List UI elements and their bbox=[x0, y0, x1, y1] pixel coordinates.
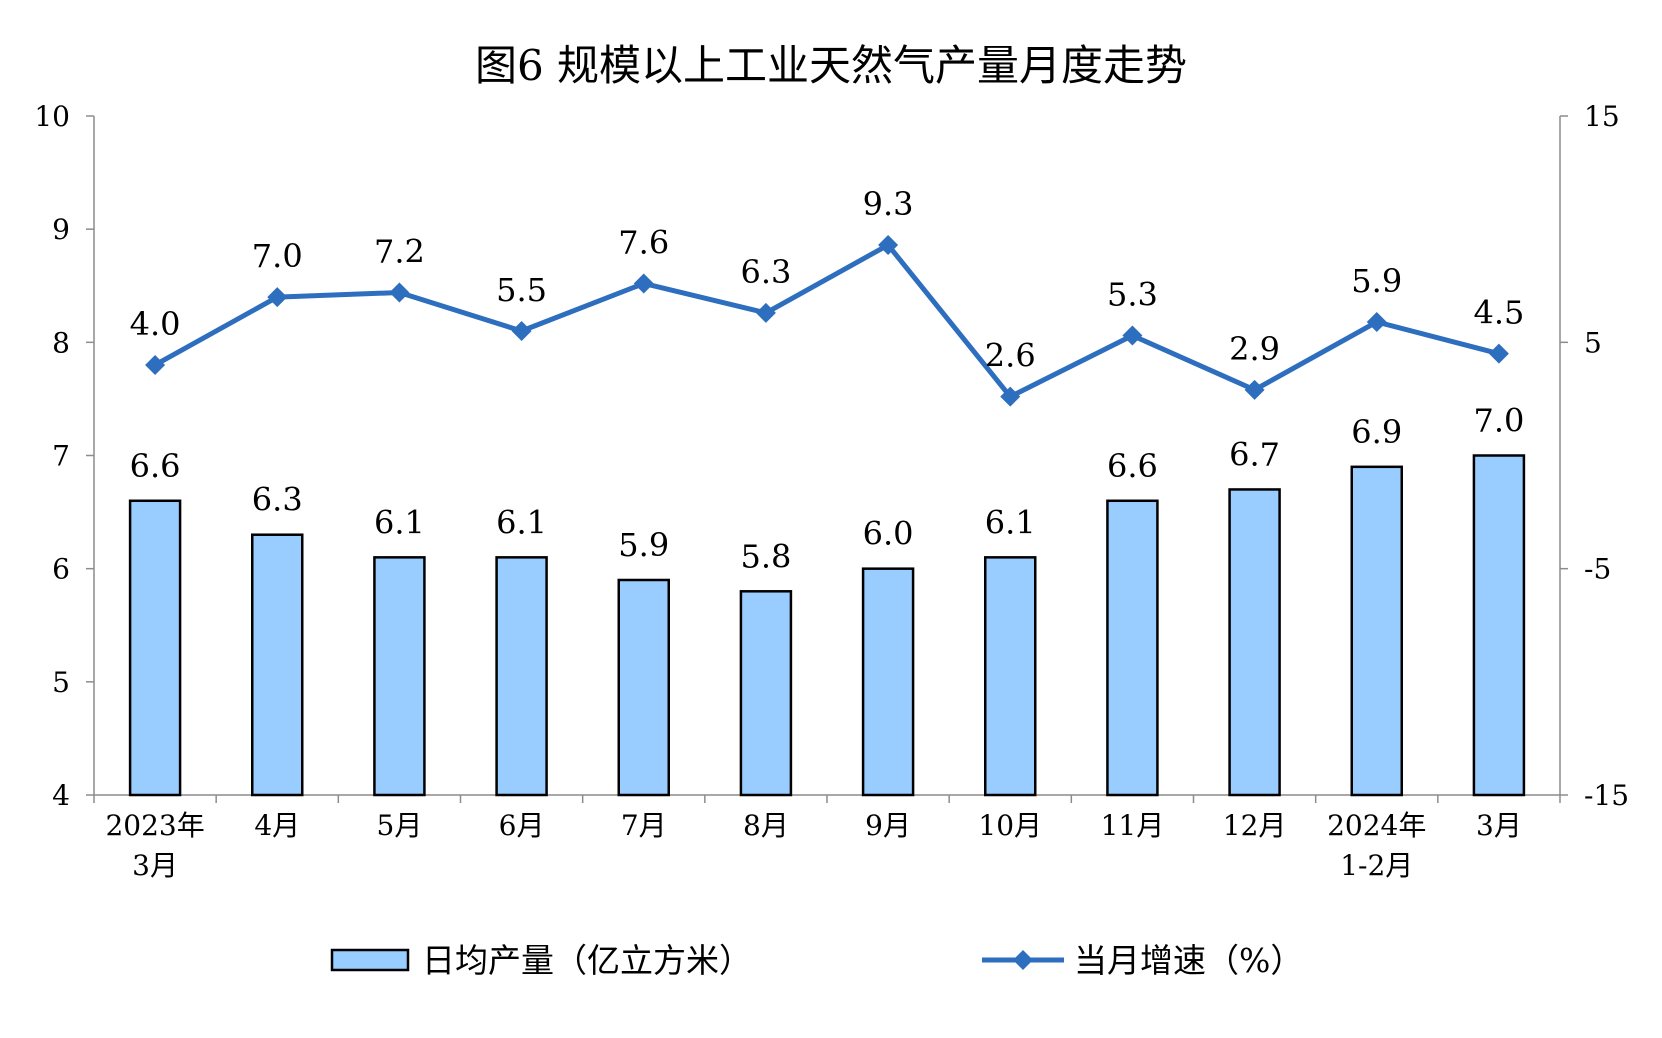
bar bbox=[128, 499, 182, 797]
line-value-label: 4.0 bbox=[130, 305, 181, 343]
line-value-label: 2.6 bbox=[985, 337, 1036, 375]
bar-value-label: 6.1 bbox=[374, 503, 425, 541]
growth-point bbox=[1366, 311, 1387, 332]
left-tick-label: 9 bbox=[52, 213, 70, 246]
growth-point bbox=[389, 282, 410, 303]
growth-point bbox=[1122, 325, 1143, 346]
x-tick-label: 7月 bbox=[621, 809, 667, 842]
x-tick-label: 10月 bbox=[978, 809, 1042, 842]
right-tick-label: 15 bbox=[1584, 100, 1620, 133]
bar bbox=[1350, 465, 1403, 797]
growth-line bbox=[153, 242, 1500, 400]
bars bbox=[128, 454, 1526, 797]
x-tick-label-line: 3月 bbox=[1476, 809, 1522, 842]
bar-value-label: 7.0 bbox=[1473, 402, 1524, 440]
left-tick-label: 7 bbox=[52, 440, 70, 473]
x-tick-label-line: 2023年 bbox=[105, 809, 204, 842]
x-tick-label-line: 4月 bbox=[254, 809, 300, 842]
x-tick-label-line: 6月 bbox=[499, 809, 545, 842]
bar-value-label: 6.7 bbox=[1229, 435, 1280, 473]
x-tick-label: 6月 bbox=[499, 809, 545, 842]
x-tick-label-line: 1-2月 bbox=[1340, 849, 1413, 882]
legend-bar-label: 日均产量（亿立方米） bbox=[422, 941, 752, 980]
line-series bbox=[145, 235, 1509, 407]
legend: 日均产量（亿立方米） 当月增速（%） bbox=[330, 941, 1303, 980]
bar bbox=[1228, 488, 1281, 797]
left-tick-label: 4 bbox=[52, 779, 70, 812]
x-tick-label: 4月 bbox=[254, 809, 300, 842]
bar bbox=[495, 556, 548, 797]
growth-point bbox=[878, 235, 899, 256]
x-tick-label: 8月 bbox=[743, 809, 789, 842]
left-tick-label: 5 bbox=[52, 666, 70, 699]
x-tick-label: 5月 bbox=[377, 809, 423, 842]
line-value-label: 2.9 bbox=[1229, 330, 1280, 368]
x-tick-label: 3月 bbox=[1476, 809, 1522, 842]
right-tick-label: 5 bbox=[1584, 326, 1602, 359]
growth-point bbox=[1488, 343, 1509, 364]
bar bbox=[617, 578, 670, 797]
growth-point bbox=[145, 354, 166, 375]
x-tick-label: 2024年 1-2月 bbox=[1327, 809, 1426, 882]
left-tick-label: 6 bbox=[52, 553, 70, 586]
left-tick-label: 10 bbox=[34, 100, 70, 133]
bar-value-label: 6.0 bbox=[863, 515, 914, 553]
x-tick-label: 2023年 3月 bbox=[105, 809, 204, 882]
bar bbox=[1106, 499, 1159, 797]
bar-value-label: 6.3 bbox=[252, 481, 303, 519]
bar bbox=[984, 556, 1037, 797]
bar bbox=[373, 556, 426, 797]
line-value-label: 7.0 bbox=[252, 237, 303, 275]
chart-title: 图6 规模以上工业天然气产量月度走势 bbox=[475, 41, 1187, 90]
x-tick-label-line: 10月 bbox=[978, 809, 1042, 842]
left-tick-label: 8 bbox=[52, 326, 70, 359]
data-labels: 6.6 6.3 6.1 6.1 5.9 5.8 6.0 6.1 6.6 6.7 6.9 7.0 4.0 7… bbox=[130, 185, 1525, 575]
legend-line-marker bbox=[1013, 950, 1033, 970]
x-tick-label: 11月 bbox=[1101, 809, 1165, 842]
x-tick-label-line: 7月 bbox=[621, 809, 667, 842]
line-value-label: 4.5 bbox=[1473, 294, 1524, 332]
bar-value-label: 6.1 bbox=[985, 503, 1036, 541]
bar-value-label: 5.9 bbox=[618, 526, 669, 564]
bar-value-label: 6.9 bbox=[1351, 413, 1402, 451]
legend-line-label: 当月增速（%） bbox=[1074, 941, 1303, 980]
x-tick-label-line: 2024年 bbox=[1327, 809, 1426, 842]
x-tick-label-line: 5月 bbox=[377, 809, 423, 842]
x-tick-label-line: 11月 bbox=[1101, 809, 1165, 842]
line-value-label: 7.6 bbox=[618, 223, 669, 261]
right-tick-label: -5 bbox=[1584, 553, 1611, 586]
growth-point bbox=[511, 321, 532, 342]
bar bbox=[1472, 454, 1526, 797]
line-value-label: 9.3 bbox=[863, 185, 914, 223]
line-value-label: 7.2 bbox=[374, 233, 425, 271]
right-tick-label: -15 bbox=[1584, 779, 1629, 812]
growth-point bbox=[1000, 386, 1021, 407]
bar-value-label: 6.1 bbox=[496, 503, 547, 541]
x-tick-label: 9月 bbox=[865, 809, 911, 842]
growth-point bbox=[1244, 379, 1265, 400]
bar bbox=[739, 590, 793, 797]
legend-bar-swatch bbox=[330, 948, 410, 972]
x-tick-label-line: 8月 bbox=[743, 809, 789, 842]
x-tick-label-line: 9月 bbox=[865, 809, 911, 842]
growth-point bbox=[267, 287, 288, 308]
axes: 4 5 6 7 8 9 10 -15 -5 5 15 2023年 3月 4月 5月 6月 7月 8月 9月 10月 11… bbox=[34, 100, 1629, 882]
growth-point bbox=[633, 273, 654, 294]
growth-point bbox=[755, 302, 776, 323]
bar-value-label: 6.6 bbox=[130, 447, 181, 485]
line-value-label: 6.3 bbox=[740, 253, 791, 291]
line-value-label: 5.5 bbox=[496, 271, 547, 309]
x-tick-label-line: 3月 bbox=[132, 849, 178, 882]
bar bbox=[251, 533, 304, 797]
line-value-label: 5.9 bbox=[1351, 262, 1402, 300]
bar-value-label: 6.6 bbox=[1107, 447, 1158, 485]
line-value-label: 5.3 bbox=[1107, 276, 1158, 314]
x-tick-label-line: 12月 bbox=[1223, 809, 1287, 842]
x-tick-label: 12月 bbox=[1223, 809, 1287, 842]
bar-value-label: 5.8 bbox=[740, 537, 791, 575]
bar bbox=[861, 567, 915, 797]
